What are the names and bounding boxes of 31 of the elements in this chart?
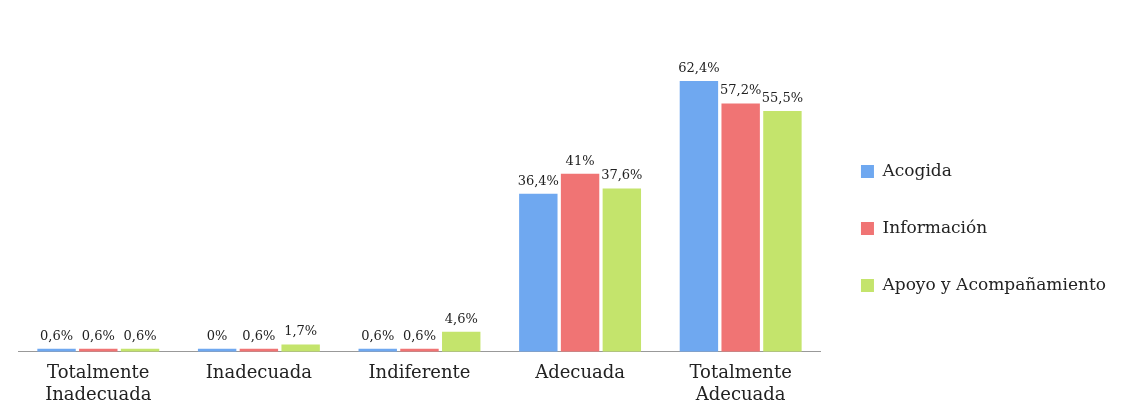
bar: [281, 344, 320, 352]
bar: [763, 110, 802, 352]
x-tick-label: Totalmente Inadecuada: [45, 361, 152, 404]
data-label: 0,6%: [361, 327, 395, 343]
bar: [602, 188, 642, 352]
data-label: 37,6%: [601, 167, 643, 183]
data-label: 57,2%: [720, 82, 762, 98]
data-label: 0,6%: [123, 327, 157, 343]
data-label: 4,6%: [444, 310, 478, 326]
data-label: 0%: [206, 327, 228, 343]
x-tick-label: Adecuada: [534, 361, 626, 383]
data-label: 36,4%: [517, 172, 559, 188]
legend-label: Acogida: [881, 159, 952, 180]
bar: [519, 193, 558, 352]
data-label: 0,6%: [81, 327, 115, 343]
x-tick-label: Totalmente Adecuada: [689, 361, 792, 404]
data-label: 0,6%: [402, 327, 436, 343]
data-label: 55,5%: [761, 89, 804, 105]
data-label: 0,6%: [40, 327, 74, 343]
x-tick-label: Inadecuada: [205, 361, 313, 383]
legend-label: Apoyo y Acompañamiento: [881, 273, 1107, 294]
bar: [721, 103, 760, 352]
bar: [560, 173, 600, 352]
data-label: 0,6%: [242, 327, 276, 343]
data-label: 62,4%: [678, 59, 720, 75]
x-tick-label: Indiferente: [368, 361, 471, 383]
data-label: 1,7%: [284, 323, 318, 339]
bar: [442, 331, 481, 352]
data-label: 41%: [565, 152, 595, 168]
legend-label: Información: [882, 216, 988, 237]
bar: [679, 80, 719, 352]
